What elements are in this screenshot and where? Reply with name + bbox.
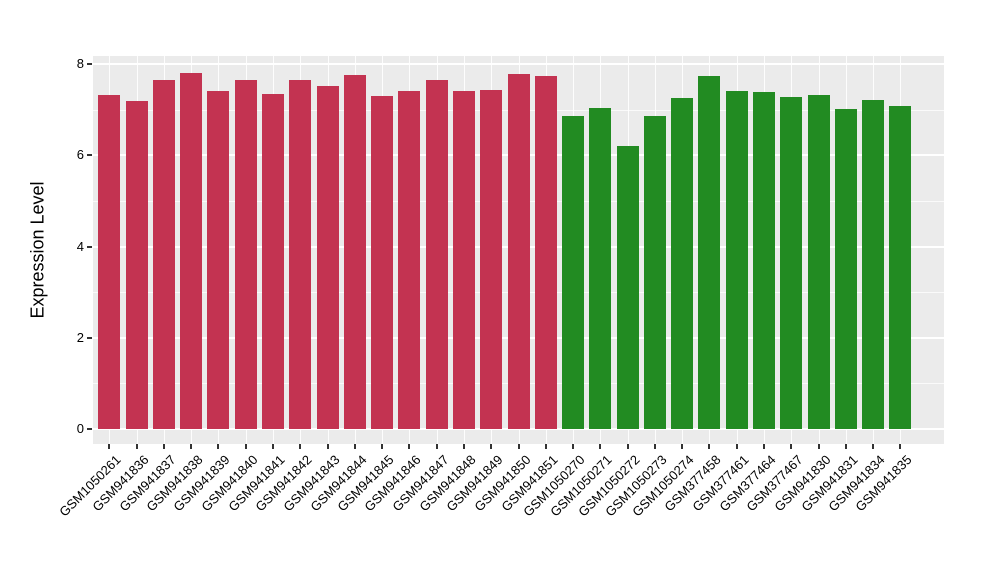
x-tick-mark-GSM941839: [217, 444, 220, 449]
bar-GSM1050261: [98, 94, 121, 429]
x-tick-mark-GSM941830: [817, 444, 820, 449]
y-tick-mark-8: [87, 63, 92, 65]
x-tick-mark-GSM377458: [708, 444, 711, 449]
bar-GSM941831: [834, 108, 857, 429]
bar-GSM941849: [480, 89, 503, 429]
bar-GSM941841: [262, 93, 285, 429]
x-tick-mark-GSM941844: [353, 444, 356, 449]
bar-GSM941845: [371, 95, 394, 429]
bar-GSM941837: [152, 79, 175, 429]
bar-GSM941847: [425, 80, 448, 429]
bar-GSM377467: [780, 97, 803, 429]
y-tick-mark-0: [87, 428, 92, 430]
x-tick-mark-GSM1050261: [108, 444, 111, 449]
x-tick-mark-GSM1050273: [653, 444, 656, 449]
x-tick-mark-GSM1050272: [626, 444, 629, 449]
x-tick-mark-GSM1050270: [572, 444, 575, 449]
x-tick-mark-GSM941831: [844, 444, 847, 449]
y-tick-label-6: 6: [76, 147, 84, 163]
x-tick-mark-GSM1050274: [681, 444, 684, 449]
bar-GSM941838: [180, 73, 203, 429]
x-tick-mark-GSM377467: [790, 444, 793, 449]
bar-GSM1050273: [643, 116, 666, 429]
bar-GSM941835: [889, 105, 912, 429]
bar-GSM1050270: [562, 116, 585, 429]
y-tick-mark-2: [87, 336, 92, 339]
bar-GSM941839: [207, 90, 230, 429]
x-tick-mark-GSM941834: [872, 444, 875, 449]
x-tick-mark-GSM941843: [326, 444, 329, 449]
x-tick-mark-GSM941835: [899, 444, 902, 449]
x-tick-mark-GSM941847: [435, 444, 438, 449]
x-tick-mark-GSM941850: [517, 444, 520, 449]
bar-GSM377464: [752, 91, 775, 429]
bar-GSM941844: [343, 74, 366, 429]
bar-GSM941843: [316, 86, 339, 429]
bar-GSM941836: [125, 101, 148, 429]
bar-GSM941846: [398, 91, 421, 429]
x-tick-mark-GSM941838: [190, 444, 193, 449]
y-tick-label-0: 0: [76, 421, 84, 436]
x-tick-mark-GSM941837: [162, 444, 165, 449]
x-tick-mark-GSM941851: [544, 444, 547, 449]
y-tick-label-4: 4: [76, 238, 84, 254]
y-tick-mark-6: [87, 154, 92, 157]
x-tick-mark-GSM941840: [244, 444, 247, 449]
bar-GSM1050272: [616, 146, 639, 429]
bar-GSM1050274: [671, 98, 694, 429]
bar-GSM377458: [698, 76, 721, 429]
plot-panel: [93, 56, 944, 444]
bar-GSM941834: [862, 100, 885, 429]
bar-GSM941850: [507, 73, 530, 429]
bar-GSM941830: [807, 94, 830, 429]
x-tick-mark-GSM377461: [735, 444, 738, 449]
y-tick-mark-4: [87, 245, 92, 248]
x-tick-mark-GSM941848: [462, 444, 465, 449]
x-tick-mark-GSM941849: [490, 444, 493, 449]
bar-GSM377461: [725, 90, 748, 429]
x-tick-mark-GSM377464: [762, 444, 765, 449]
y-tick-label-8: 8: [76, 56, 84, 71]
bar-GSM941848: [452, 91, 475, 429]
x-tick-mark-GSM941845: [381, 444, 384, 449]
bar-GSM941842: [289, 79, 312, 429]
y-axis-title: Expression Level: [27, 181, 48, 319]
x-tick-mark-GSM941836: [135, 444, 138, 449]
bar-GSM941851: [534, 75, 557, 429]
bar-GSM941840: [234, 79, 257, 429]
bar-GSM1050271: [589, 107, 612, 429]
x-tick-mark-GSM941842: [299, 444, 302, 449]
x-tick-mark-GSM941846: [408, 444, 411, 449]
x-tick-mark-GSM1050271: [599, 444, 602, 449]
x-tick-mark-GSM941841: [272, 444, 275, 449]
y-tick-label-2: 2: [76, 329, 84, 345]
